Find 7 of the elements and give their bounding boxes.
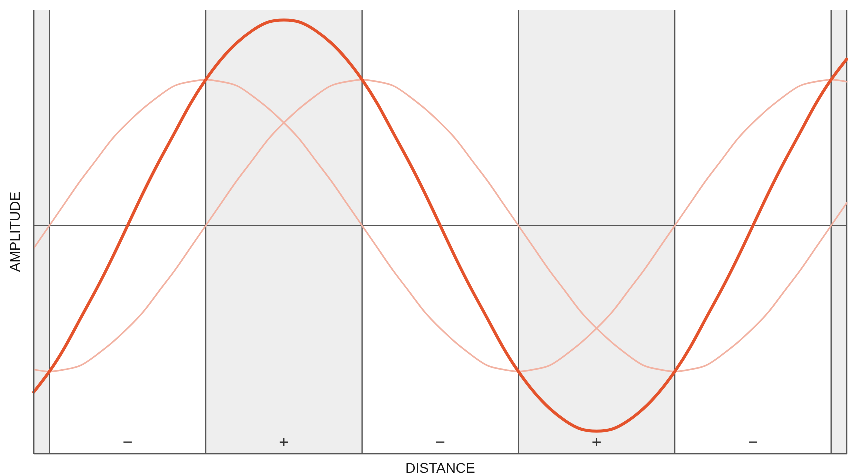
x-tick-label: + xyxy=(279,433,290,452)
y-axis-title: AMPLITUDE xyxy=(7,192,23,272)
x-axis-title: DISTANCE xyxy=(406,460,476,476)
x-tick-label: − xyxy=(122,433,133,452)
x-tick-label: + xyxy=(592,433,602,452)
x-tick-label: − xyxy=(436,433,446,452)
x-tick-label: − xyxy=(748,433,758,452)
